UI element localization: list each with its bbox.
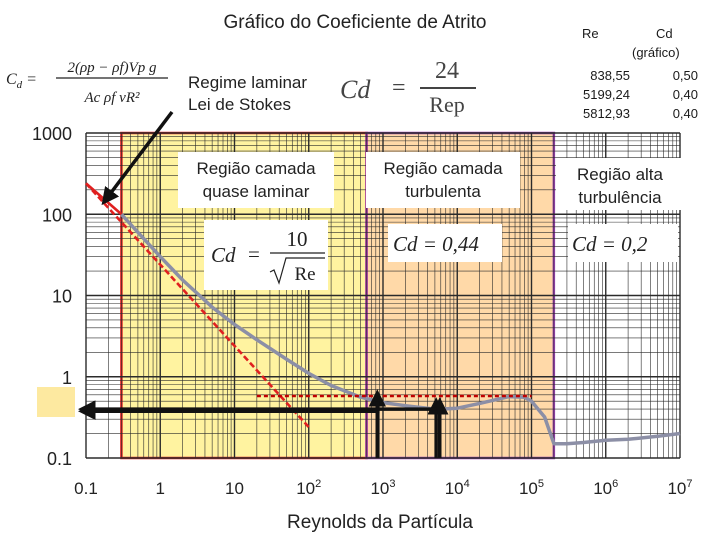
x-tick-label: 103 bbox=[370, 478, 395, 498]
grid-layer bbox=[85, 132, 681, 459]
x-tick-label: 0.1 bbox=[74, 479, 98, 498]
svg-text:Re: Re bbox=[294, 264, 315, 285]
table-cell-re: 5812,93 bbox=[583, 106, 630, 121]
x-tick-label: 102 bbox=[296, 478, 321, 498]
stokes-label-line2: Lei de Stokes bbox=[188, 95, 291, 114]
table-cell-cd: 0,40 bbox=[672, 87, 698, 102]
table-header-cd-sub: (gráfico) bbox=[632, 45, 680, 60]
y-tick-label: 1 bbox=[62, 368, 72, 388]
marker-layer bbox=[78, 110, 449, 458]
svg-text:Cd = 0,44: Cd = 0,44 bbox=[393, 232, 479, 256]
x-tick-label: 104 bbox=[445, 478, 470, 498]
y-tick-label: 0.1 bbox=[47, 449, 72, 469]
y-tick-label: 1000 bbox=[32, 124, 72, 144]
region-label-laminar: Região camada quase laminar bbox=[178, 152, 334, 208]
re-cd-table: Re Cd (gráfico) 838,55 0,50 5199,24 0,40… bbox=[560, 26, 698, 124]
svg-text:Região camada: Região camada bbox=[196, 159, 316, 178]
table-cell-re: 5199,24 bbox=[583, 87, 630, 102]
stokes-formula-denominator: Rep bbox=[429, 92, 464, 117]
svg-text:quase laminar: quase laminar bbox=[203, 182, 310, 201]
svg-text:=: = bbox=[392, 75, 406, 101]
high-turbulence-formula: Cd = 0,2 bbox=[568, 224, 678, 262]
turbulent-formula: Cd = 0,44 bbox=[388, 224, 502, 262]
x-tick-label: 107 bbox=[667, 478, 692, 498]
table-header-cd: Cd bbox=[656, 26, 673, 41]
svg-text:Cd = 0,2: Cd = 0,2 bbox=[572, 232, 648, 256]
y-tick-label: 100 bbox=[42, 205, 72, 225]
x-axis-label: Reynolds da Partícula bbox=[287, 512, 473, 533]
x-tick-label: 105 bbox=[519, 478, 544, 498]
stokes-annotation: Regime laminar Lei de Stokes Cd = 24 Rep bbox=[188, 58, 476, 117]
svg-text:turbulência: turbulência bbox=[578, 188, 662, 207]
marker-horizontal-arrow-0 bbox=[78, 401, 380, 420]
svg-text:=: = bbox=[248, 242, 260, 266]
svg-text:Região alta: Região alta bbox=[577, 165, 664, 184]
stokes-formula-numerator: 24 bbox=[435, 58, 459, 84]
main-formula: Cd = 2(ρp − ρf)Vp g Ac ρf vR² bbox=[6, 60, 168, 106]
table-cell-cd: 0,40 bbox=[672, 106, 698, 121]
stokes-pointer-arrow bbox=[101, 110, 174, 206]
y-tick-label: 10 bbox=[52, 287, 72, 307]
region-label-turbulent: Região camada turbulenta bbox=[366, 152, 520, 208]
table-row: 838,55 0,50 bbox=[560, 68, 698, 85]
table-cell-re: 838,55 bbox=[590, 68, 630, 83]
stokes-formula-lhs: Cd bbox=[340, 75, 371, 104]
laminar-formula: Cd = 10 Re bbox=[204, 220, 328, 290]
main-formula-numerator: 2(ρp − ρf)Vp g bbox=[67, 60, 157, 76]
svg-text:Cd: Cd bbox=[211, 243, 236, 267]
svg-text:10: 10 bbox=[287, 227, 308, 251]
svg-text:Cd =: Cd = bbox=[6, 71, 37, 91]
x-tick-label: 10 bbox=[225, 479, 244, 498]
table-row: 5199,24 0,40 bbox=[560, 87, 698, 104]
stokes-label-line1: Regime laminar bbox=[188, 73, 307, 92]
series-line-1 bbox=[85, 182, 310, 428]
x-tick-label: 106 bbox=[593, 478, 618, 498]
svg-text:turbulenta: turbulenta bbox=[405, 182, 481, 201]
table-cell-cd: 0,50 bbox=[672, 68, 698, 83]
highlight-05-label bbox=[37, 387, 75, 417]
table-row: 5812,93 0,40 bbox=[560, 106, 698, 123]
chart-title: Gráfico do Coeficiente de Atrito bbox=[224, 12, 487, 33]
x-tick-label: 1 bbox=[156, 479, 165, 498]
region-label-high: Região alta turbulência bbox=[556, 158, 684, 210]
svg-text:Região camada: Região camada bbox=[383, 159, 503, 178]
main-formula-denominator: Ac ρf vR² bbox=[83, 90, 140, 106]
table-header-re: Re bbox=[582, 26, 599, 41]
